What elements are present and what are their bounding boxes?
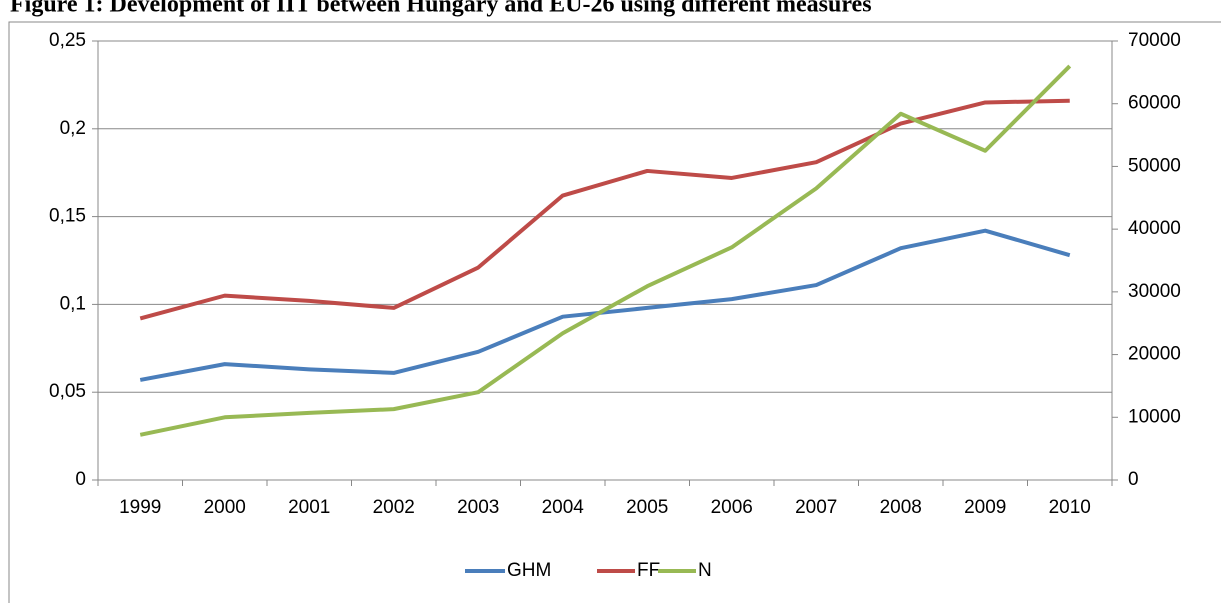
- series-line: [139, 228, 1071, 382]
- x-tick-label: 2000: [204, 497, 246, 518]
- y2-tick-label: 10000: [1128, 406, 1181, 427]
- y2-tick-label: 60000: [1128, 93, 1181, 114]
- y-tick-label: 0,2: [60, 118, 86, 139]
- legend-label: N: [698, 560, 712, 581]
- x-tick-label: 2008: [880, 497, 922, 518]
- x-tick-label: 2004: [542, 497, 585, 518]
- series-line: [139, 98, 1070, 321]
- y2-tick-label: 40000: [1128, 218, 1181, 239]
- series-line: [139, 64, 1072, 437]
- x-tick-label: 2007: [795, 497, 837, 518]
- x-tick-label: 2001: [288, 497, 330, 518]
- legend-label: GHM: [507, 560, 551, 581]
- x-tick-label: 2002: [373, 497, 415, 518]
- chart-title: Figure 1: Development of IIT between Hun…: [10, 0, 872, 18]
- x-tick-label: 2006: [711, 497, 753, 518]
- y2-tick-label: 70000: [1128, 30, 1181, 51]
- y-tick-label: 0: [75, 469, 86, 490]
- x-tick-label: 2003: [457, 497, 499, 518]
- y-tick-label: 0,1: [60, 293, 86, 314]
- legend-label: FF: [637, 560, 660, 581]
- x-tick-label: 2005: [626, 497, 668, 518]
- x-tick-label: 2010: [1049, 497, 1091, 518]
- y2-tick-label: 30000: [1128, 281, 1181, 302]
- y2-tick-label: 20000: [1128, 344, 1181, 365]
- y-tick-label: 0,15: [49, 206, 86, 227]
- y-tick-label: 0,05: [49, 381, 86, 402]
- y2-tick-label: 0: [1128, 469, 1139, 490]
- x-tick-label: 1999: [119, 497, 161, 518]
- y2-tick-label: 50000: [1128, 155, 1181, 176]
- chart-border: [8, 21, 1221, 603]
- y-tick-label: 0,25: [49, 30, 86, 51]
- x-tick-label: 2009: [964, 497, 1006, 518]
